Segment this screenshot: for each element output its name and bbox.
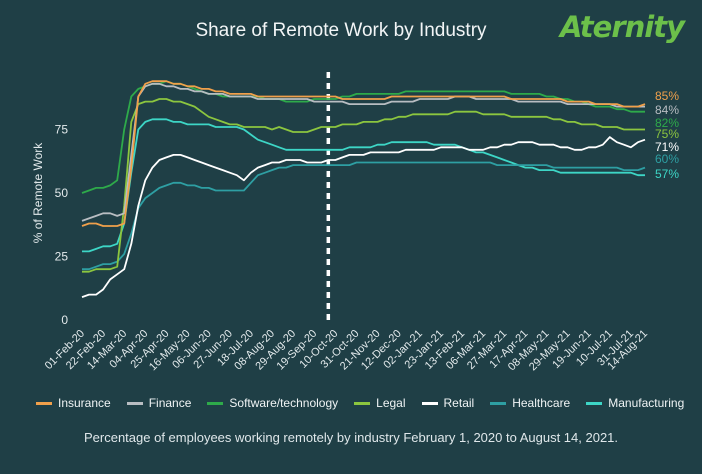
legend-item-5: Healthcare xyxy=(490,396,570,410)
legend-label-2: Software/technology xyxy=(229,396,339,410)
legend-item-3: Legal xyxy=(354,396,406,410)
end-label-4: 71% xyxy=(655,140,679,154)
chart-title: Share of Remote Work by Industry xyxy=(195,20,487,41)
series-line-0 xyxy=(81,80,646,227)
legend-swatch-0 xyxy=(36,401,52,405)
end-label-6: 57% xyxy=(655,167,679,181)
chart-caption: Percentage of employees working remotely… xyxy=(83,430,619,445)
series-line-5 xyxy=(82,161,646,271)
end-label-3: 75% xyxy=(655,127,679,141)
legend-label-5: Healthcare xyxy=(512,396,571,410)
legend-item-0: Insurance xyxy=(36,396,111,410)
legend-item-4: Retail xyxy=(421,396,475,410)
end-label-2: 82% xyxy=(655,116,679,130)
legend-label-0: Insurance xyxy=(58,396,111,410)
y-tick-label-3: 75 xyxy=(55,123,69,137)
y-tick-label-1: 25 xyxy=(55,250,69,264)
legend-label-1: Finance xyxy=(148,396,192,410)
chart-end-labels: 85%84%82%75%71%60%57% xyxy=(655,89,679,181)
legend-label-4: Retail xyxy=(443,396,475,410)
legend-swatch-1 xyxy=(126,401,143,405)
legend-swatch-2 xyxy=(207,401,224,405)
series-line-6 xyxy=(82,118,645,253)
aternity-logo: Aternity xyxy=(559,10,685,44)
series-line-3 xyxy=(82,98,645,273)
legend-item-2: Software/technology xyxy=(207,396,338,410)
legend-item-1: Finance xyxy=(126,396,192,410)
end-label-0: 85% xyxy=(655,89,679,103)
legend-label-3: Legal xyxy=(376,396,406,410)
y-axis-label: % of Remote Work xyxy=(31,142,45,243)
series-line-4 xyxy=(81,136,646,298)
legend-swatch-4 xyxy=(421,401,438,405)
chart-series xyxy=(81,80,646,298)
legend-label-6: Manufacturing xyxy=(608,396,685,410)
series-line-2 xyxy=(81,80,645,194)
series-line-1 xyxy=(81,82,645,222)
end-label-5: 60% xyxy=(655,152,679,166)
end-label-1: 84% xyxy=(655,103,679,117)
y-tick-label-2: 50 xyxy=(55,186,69,200)
legend-item-6: Manufacturing xyxy=(586,396,684,410)
y-tick-label-0: 0 xyxy=(61,313,68,327)
legend-swatch-6 xyxy=(586,401,603,405)
chart-legend: Insurance Finance Software/technology Legal… xyxy=(36,396,684,410)
legend-swatch-3 xyxy=(354,401,371,405)
legend-swatch-5 xyxy=(490,401,507,405)
